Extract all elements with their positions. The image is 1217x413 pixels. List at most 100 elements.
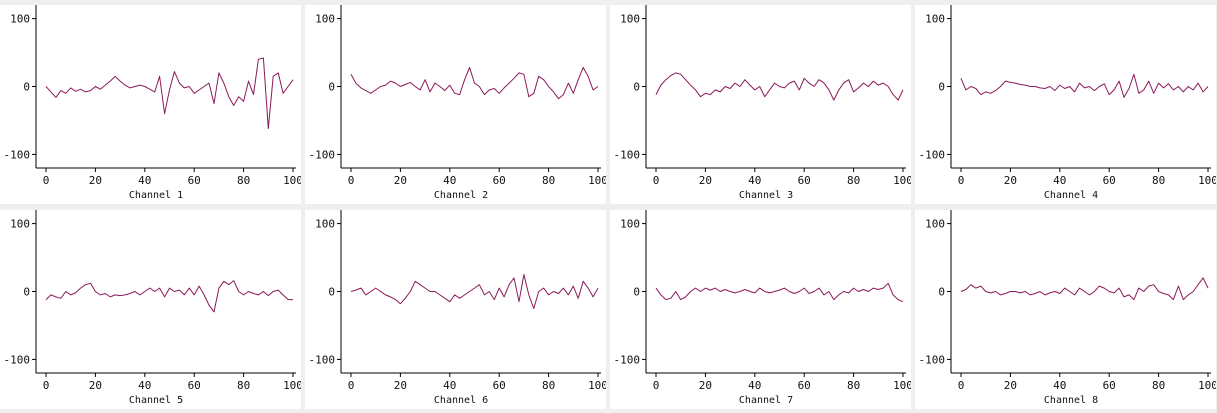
x-tick-label: 0 xyxy=(653,174,660,187)
channel-title: Channel 7 xyxy=(739,395,793,406)
signal-line xyxy=(960,73,1209,98)
channel-title: Channel 6 xyxy=(434,395,488,406)
signal-line xyxy=(45,57,294,130)
channel-title: Channel 4 xyxy=(1044,190,1098,201)
y-tick-label: -100 xyxy=(4,148,31,161)
x-tick-label: 20 xyxy=(1004,174,1017,187)
x-tick-label: 100 xyxy=(588,379,606,392)
x-tick-label: 40 xyxy=(138,379,151,392)
x-tick-label: 80 xyxy=(1152,174,1165,187)
y-tick-label: -100 xyxy=(309,353,336,366)
y-tick-label: -100 xyxy=(614,353,641,366)
x-tick-label: 100 xyxy=(283,174,301,187)
x-tick-label: 0 xyxy=(348,174,355,187)
x-tick-label: 60 xyxy=(188,174,201,187)
signal-line xyxy=(960,277,1209,301)
x-tick-label: 60 xyxy=(1103,174,1116,187)
x-tick-label: 60 xyxy=(493,379,506,392)
x-tick-label: 0 xyxy=(653,379,660,392)
channel-panel-4: -100 0 100 0 20 40 60 80 100 Channel 4 xyxy=(915,5,1216,204)
x-tick-label: 80 xyxy=(237,379,250,392)
y-tick-label: -100 xyxy=(614,148,641,161)
channel-plot-2: -100 0 100 0 20 40 60 80 100 Channel 2 xyxy=(309,5,606,201)
x-tick-label: 100 xyxy=(1198,174,1216,187)
channel-plot-8: -100 0 100 0 20 40 60 80 100 Channel 8 xyxy=(919,210,1216,406)
signal-line xyxy=(655,282,904,303)
channel-title: Channel 5 xyxy=(129,395,183,406)
x-tick-label: 40 xyxy=(443,379,456,392)
y-tick-label: 100 xyxy=(620,13,640,26)
y-tick-label: 100 xyxy=(10,218,30,231)
x-tick-label: 60 xyxy=(1103,379,1116,392)
x-tick-label: 20 xyxy=(89,379,102,392)
x-tick-label: 0 xyxy=(958,174,965,187)
signal-line xyxy=(350,67,599,100)
y-tick-label: 0 xyxy=(633,286,640,299)
x-tick-label: 100 xyxy=(283,379,301,392)
channel-panel-1: -100 0 100 0 20 40 60 80 100 Channel 1 xyxy=(0,5,301,204)
x-tick-label: 80 xyxy=(847,174,860,187)
signal-line xyxy=(350,274,599,309)
y-tick-label: -100 xyxy=(919,353,946,366)
x-tick-label: 80 xyxy=(542,379,555,392)
x-tick-label: 40 xyxy=(1053,174,1066,187)
x-tick-label: 40 xyxy=(748,379,761,392)
y-tick-label: 100 xyxy=(925,218,945,231)
x-tick-label: 0 xyxy=(43,379,50,392)
channel-plot-5: -100 0 100 0 20 40 60 80 100 Channel 5 xyxy=(4,210,301,406)
channel-panel-5: -100 0 100 0 20 40 60 80 100 Channel 5 xyxy=(0,210,301,409)
x-tick-label: 80 xyxy=(542,174,555,187)
channel-plot-6: -100 0 100 0 20 40 60 80 100 Channel 6 xyxy=(309,210,606,406)
channel-title: Channel 8 xyxy=(1044,395,1098,406)
x-tick-label: 60 xyxy=(493,174,506,187)
signal-line xyxy=(45,280,293,313)
y-tick-label: 100 xyxy=(620,218,640,231)
y-tick-label: 100 xyxy=(315,13,335,26)
x-tick-label: 0 xyxy=(43,174,50,187)
y-tick-label: 100 xyxy=(10,13,30,26)
y-tick-label: 0 xyxy=(328,81,335,94)
x-tick-label: 0 xyxy=(958,379,965,392)
y-tick-label: 100 xyxy=(315,218,335,231)
x-tick-label: 40 xyxy=(443,174,456,187)
x-tick-label: 40 xyxy=(1053,379,1066,392)
y-tick-label: -100 xyxy=(4,353,31,366)
y-tick-label: 0 xyxy=(328,286,335,299)
channel-panel-3: -100 0 100 0 20 40 60 80 100 Channel 3 xyxy=(610,5,911,204)
channel-plot-4: -100 0 100 0 20 40 60 80 100 Channel 4 xyxy=(919,5,1216,201)
signal-line xyxy=(655,72,904,101)
channel-title: Channel 3 xyxy=(739,190,793,201)
x-tick-label: 100 xyxy=(893,379,911,392)
x-tick-label: 60 xyxy=(798,379,811,392)
x-tick-label: 20 xyxy=(699,174,712,187)
channel-panel-7: -100 0 100 0 20 40 60 80 100 Channel 7 xyxy=(610,210,911,409)
channel-title: Channel 1 xyxy=(129,190,183,201)
x-tick-label: 60 xyxy=(798,174,811,187)
channel-title: Channel 2 xyxy=(434,190,488,201)
x-tick-label: 20 xyxy=(1004,379,1017,392)
x-tick-label: 100 xyxy=(1198,379,1216,392)
x-tick-label: 40 xyxy=(748,174,761,187)
x-tick-label: 80 xyxy=(847,379,860,392)
x-tick-label: 40 xyxy=(138,174,151,187)
x-tick-label: 20 xyxy=(394,379,407,392)
y-tick-label: 0 xyxy=(938,81,945,94)
x-tick-label: 20 xyxy=(89,174,102,187)
y-tick-label: -100 xyxy=(309,148,336,161)
x-tick-label: 80 xyxy=(1152,379,1165,392)
y-tick-label: -100 xyxy=(919,148,946,161)
channel-panel-8: -100 0 100 0 20 40 60 80 100 Channel 8 xyxy=(915,210,1216,409)
channel-panel-6: -100 0 100 0 20 40 60 80 100 Channel 6 xyxy=(305,210,606,409)
y-tick-label: 100 xyxy=(925,13,945,26)
x-tick-label: 20 xyxy=(699,379,712,392)
y-tick-label: 0 xyxy=(23,81,30,94)
x-tick-label: 100 xyxy=(893,174,911,187)
x-tick-label: 0 xyxy=(348,379,355,392)
channel-plot-7: -100 0 100 0 20 40 60 80 100 Channel 7 xyxy=(614,210,911,406)
channel-plot-3: -100 0 100 0 20 40 60 80 100 Channel 3 xyxy=(614,5,911,201)
channel-panel-2: -100 0 100 0 20 40 60 80 100 Channel 2 xyxy=(305,5,606,204)
x-tick-label: 100 xyxy=(588,174,606,187)
x-tick-label: 80 xyxy=(237,174,250,187)
x-tick-label: 20 xyxy=(394,174,407,187)
